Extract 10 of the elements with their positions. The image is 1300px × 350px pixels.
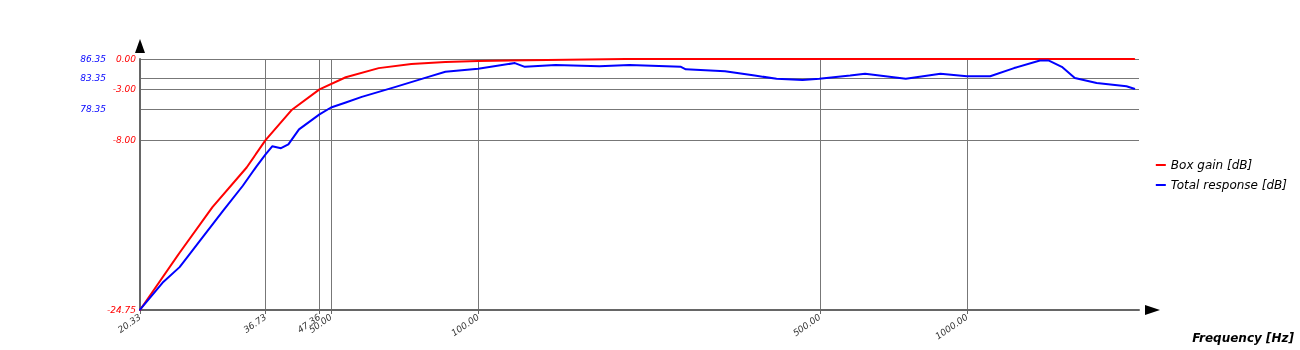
y2-tick-label: 86.35 [80,54,107,64]
y-tick-label: -24.75 [106,305,137,315]
y-tick-label: 0.00 [115,54,137,64]
y2-tick-label: 78.35 [80,104,107,115]
y-tick-label: -3.00 [112,84,137,95]
legend-label: Total response [dB] [1170,178,1288,192]
x-axis-title: Frequency [Hz] [1192,331,1295,345]
y-tick-label: -8.00 [112,135,137,146]
legend-label: Box gain [dB] [1170,158,1253,172]
y2-tick-label: 83.35 [80,72,107,83]
